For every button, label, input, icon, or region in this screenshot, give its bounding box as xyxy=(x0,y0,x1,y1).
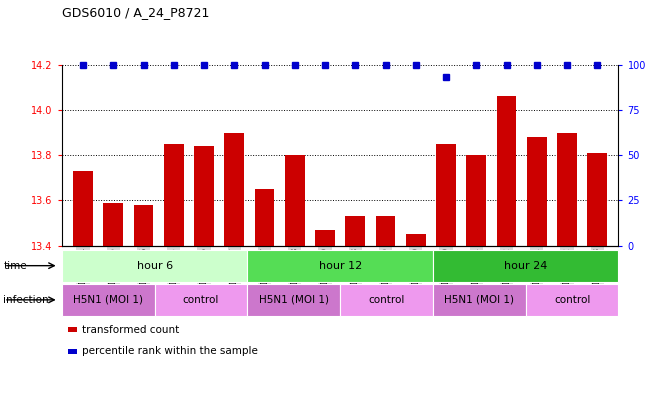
Bar xyxy=(376,216,395,246)
Bar xyxy=(587,153,607,246)
Text: H5N1 (MOI 1): H5N1 (MOI 1) xyxy=(258,295,329,305)
Text: infection: infection xyxy=(3,295,49,305)
Text: H5N1 (MOI 1): H5N1 (MOI 1) xyxy=(73,295,143,305)
Bar xyxy=(346,216,365,246)
Text: percentile rank within the sample: percentile rank within the sample xyxy=(82,346,258,356)
Bar xyxy=(225,133,244,246)
Text: hour 12: hour 12 xyxy=(318,261,362,271)
Bar xyxy=(436,144,456,246)
Bar xyxy=(164,144,184,246)
Bar xyxy=(285,155,305,246)
Bar xyxy=(133,205,154,246)
Text: transformed count: transformed count xyxy=(82,325,179,335)
Text: GDS6010 / A_24_P8721: GDS6010 / A_24_P8721 xyxy=(62,6,209,19)
Text: hour 24: hour 24 xyxy=(504,261,547,271)
Bar xyxy=(194,146,214,246)
Bar xyxy=(497,97,516,246)
Bar xyxy=(406,234,426,246)
Text: time: time xyxy=(3,261,27,271)
Text: control: control xyxy=(554,295,590,305)
Bar xyxy=(315,230,335,246)
Bar xyxy=(467,155,486,246)
Text: control: control xyxy=(183,295,219,305)
Bar xyxy=(104,203,123,246)
Bar xyxy=(557,133,577,246)
Bar xyxy=(255,189,274,246)
Bar xyxy=(73,171,93,246)
Text: hour 6: hour 6 xyxy=(137,261,173,271)
Text: H5N1 (MOI 1): H5N1 (MOI 1) xyxy=(444,295,514,305)
Text: control: control xyxy=(368,295,405,305)
Bar xyxy=(527,137,547,246)
